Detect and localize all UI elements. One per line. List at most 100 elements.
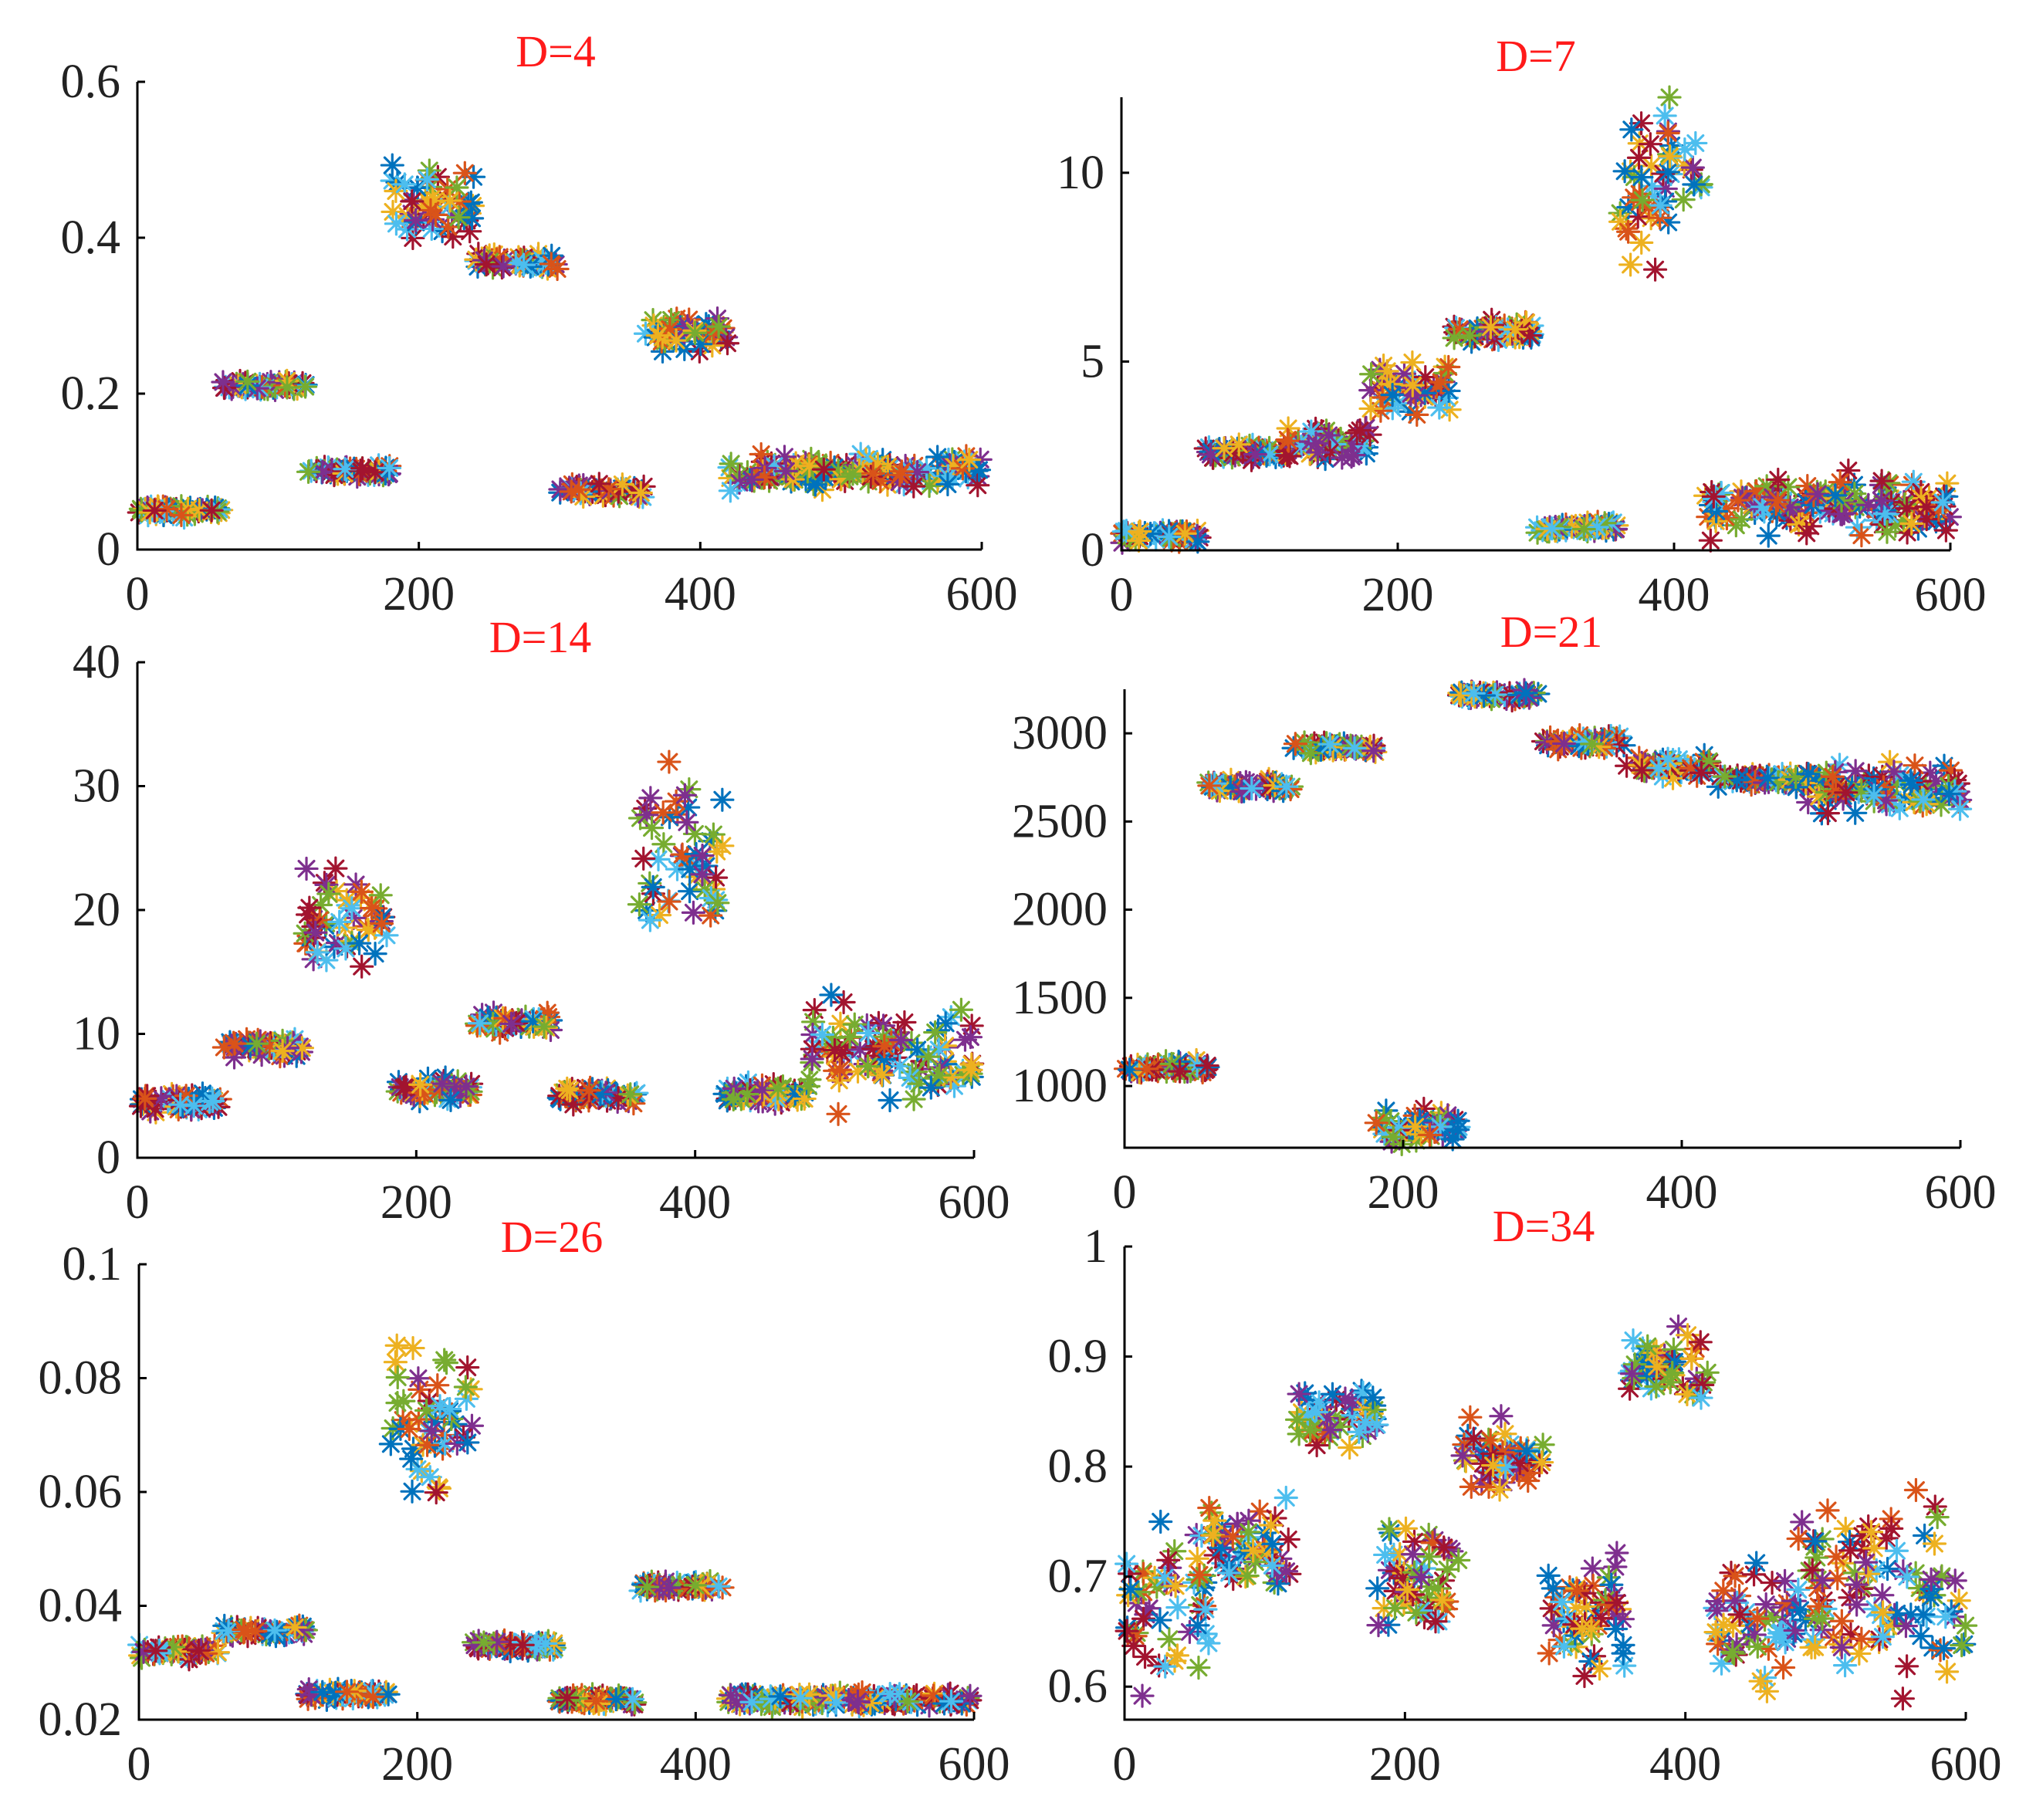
data-point xyxy=(377,455,402,481)
scatter-points xyxy=(127,153,993,530)
data-point xyxy=(378,1432,403,1456)
data-point xyxy=(1197,773,1222,798)
data-point xyxy=(169,502,194,528)
data-point xyxy=(1953,1613,1978,1638)
data-point xyxy=(1619,117,1644,142)
data-point xyxy=(1121,1633,1146,1658)
data-point xyxy=(349,879,374,904)
data-point xyxy=(201,1089,225,1114)
data-point xyxy=(419,1419,444,1443)
data-point xyxy=(1148,1608,1172,1632)
data-point xyxy=(1330,445,1355,470)
data-point xyxy=(811,457,836,482)
data-point xyxy=(310,1680,335,1704)
data-point xyxy=(1854,1550,1879,1575)
data-point xyxy=(1884,1538,1909,1563)
data-point xyxy=(1461,1426,1486,1451)
data-point xyxy=(957,447,982,472)
data-point xyxy=(1298,1418,1323,1443)
data-point xyxy=(1933,1605,1958,1629)
data-point xyxy=(1720,1639,1745,1664)
data-point xyxy=(1480,1453,1506,1478)
data-point xyxy=(1615,219,1641,244)
data-point xyxy=(701,822,726,847)
data-point xyxy=(1862,783,1886,808)
data-point xyxy=(1656,746,1680,771)
data-point xyxy=(1683,130,1708,156)
data-point xyxy=(1934,484,1959,509)
data-point xyxy=(1903,1477,1929,1503)
data-point xyxy=(1934,1659,1960,1684)
data-point xyxy=(1185,1613,1210,1638)
data-point xyxy=(1688,1330,1713,1355)
data-point xyxy=(186,1638,211,1663)
y-tick-label: 30 xyxy=(73,760,120,813)
data-point xyxy=(408,1377,432,1402)
data-point xyxy=(1284,1407,1310,1432)
data-point xyxy=(491,254,516,279)
data-point xyxy=(1727,1602,1752,1627)
data-point xyxy=(1879,1516,1904,1541)
data-point xyxy=(1358,396,1383,421)
data-point xyxy=(1378,1521,1403,1545)
data-point xyxy=(414,167,440,192)
data-point xyxy=(555,1076,580,1101)
data-point xyxy=(939,1689,964,1713)
data-point xyxy=(1366,1613,1391,1638)
y-tick-label: 0 xyxy=(96,523,120,576)
data-point xyxy=(1198,442,1223,467)
x-tick-label: 200 xyxy=(1368,1166,1439,1219)
data-point xyxy=(1882,759,1906,784)
data-point xyxy=(1541,1576,1565,1601)
data-point xyxy=(1671,187,1696,212)
x-tick-label: 400 xyxy=(1639,569,1710,621)
data-point xyxy=(455,1355,480,1380)
data-point xyxy=(1135,1057,1159,1081)
y-tick-label: 2500 xyxy=(1012,795,1108,847)
data-point xyxy=(837,464,862,489)
data-point xyxy=(1276,428,1301,453)
data-point xyxy=(772,445,797,469)
data-point xyxy=(1212,436,1236,461)
data-point xyxy=(1645,1355,1669,1379)
data-point xyxy=(1652,103,1677,128)
data-point xyxy=(532,1014,556,1039)
data-point xyxy=(925,445,950,469)
data-point xyxy=(631,846,656,871)
data-point xyxy=(1869,489,1894,513)
data-point xyxy=(1756,523,1781,548)
data-point xyxy=(1130,1683,1155,1708)
data-point xyxy=(1832,1653,1858,1678)
data-point xyxy=(1450,1443,1475,1468)
data-point xyxy=(1766,467,1791,492)
data-point xyxy=(1318,1418,1343,1443)
data-point xyxy=(1540,516,1564,541)
data-point xyxy=(719,452,743,476)
axes xyxy=(1123,689,1960,1149)
y-tick-label: 0.4 xyxy=(61,211,121,264)
data-point xyxy=(438,188,462,213)
data-point xyxy=(1947,797,1973,821)
data-point xyxy=(966,473,990,498)
data-point xyxy=(1258,1513,1284,1538)
data-point xyxy=(1361,1385,1385,1410)
scatter-points xyxy=(127,1333,983,1720)
y-tick-label: 1 xyxy=(1084,1220,1108,1273)
data-point xyxy=(1611,1632,1635,1658)
data-point xyxy=(773,458,798,483)
data-point xyxy=(1317,732,1342,756)
data-point xyxy=(802,998,827,1023)
data-point xyxy=(400,189,424,214)
data-point xyxy=(1656,160,1680,184)
data-point xyxy=(739,467,764,492)
data-point xyxy=(690,862,715,887)
data-point xyxy=(1723,1564,1747,1588)
data-point xyxy=(587,472,611,496)
data-point xyxy=(1187,1562,1212,1587)
data-point xyxy=(316,881,341,906)
data-point xyxy=(1612,159,1637,184)
data-point xyxy=(638,908,662,932)
data-point xyxy=(958,1683,983,1708)
data-point xyxy=(1786,1526,1811,1551)
data-point xyxy=(1580,732,1605,756)
